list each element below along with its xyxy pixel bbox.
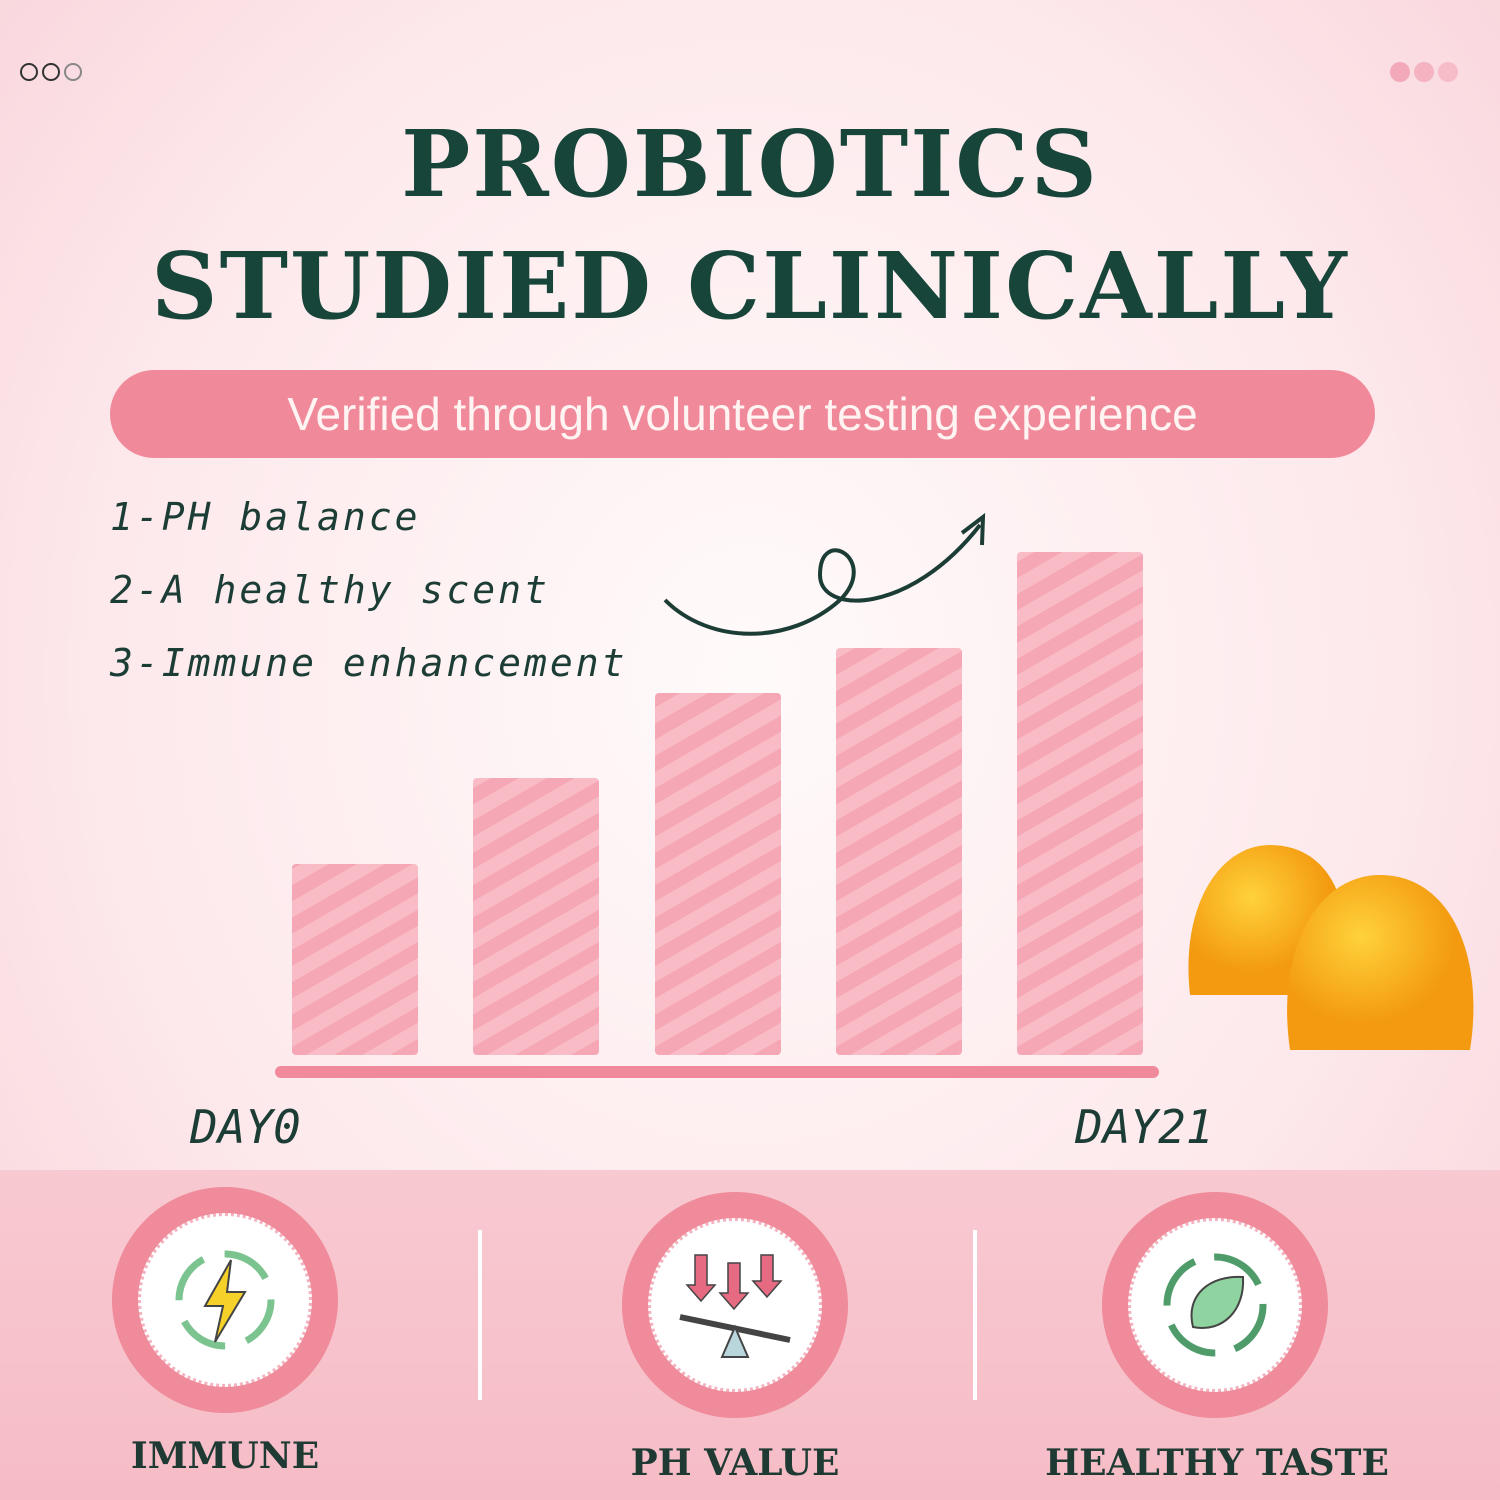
ph-balance-icon	[679, 1254, 791, 1358]
feature-label: HEALTHY TASTE	[1045, 1442, 1389, 1484]
dot	[64, 63, 82, 81]
bar	[473, 778, 599, 1055]
trend-arrow-icon	[663, 512, 986, 636]
feature-healthy-taste	[1102, 1192, 1328, 1418]
pagination-dots-left	[20, 63, 82, 81]
feature-immune	[112, 1187, 338, 1413]
dot	[1438, 62, 1458, 82]
dot	[1390, 62, 1410, 82]
divider	[478, 1230, 482, 1400]
bar	[836, 647, 962, 1055]
axis-start-label: DAY0	[190, 1100, 301, 1154]
axis-end-label: DAY21	[1075, 1100, 1214, 1154]
benefit-item: 2-A healthy scent	[110, 568, 550, 612]
gummy-image	[1188, 845, 1474, 1050]
title-line-1: PROBIOTICS	[401, 110, 1099, 218]
pagination-dots-right	[1390, 62, 1458, 82]
lightning-cycle-icon	[175, 1250, 275, 1350]
feature-label: IMMUNE	[130, 1435, 320, 1477]
title-line-2: STUDIED CLINICALLY	[151, 232, 1349, 340]
x-axis-line	[275, 1066, 1159, 1078]
dot	[42, 63, 60, 81]
dot	[20, 63, 38, 81]
benefit-item: 3-Immune enhancement	[110, 641, 628, 685]
dot	[1414, 62, 1434, 82]
bar	[1017, 552, 1143, 1055]
feature-label: PH VALUE	[630, 1442, 840, 1484]
subtitle-banner: Verified through volunteer testing exper…	[110, 370, 1375, 458]
bar	[292, 863, 418, 1055]
benefit-item: 1-PH balance	[110, 495, 421, 539]
divider	[973, 1230, 977, 1400]
bar	[655, 692, 781, 1055]
feature-ph-value	[622, 1192, 848, 1418]
leaf-cycle-icon	[1163, 1253, 1267, 1357]
